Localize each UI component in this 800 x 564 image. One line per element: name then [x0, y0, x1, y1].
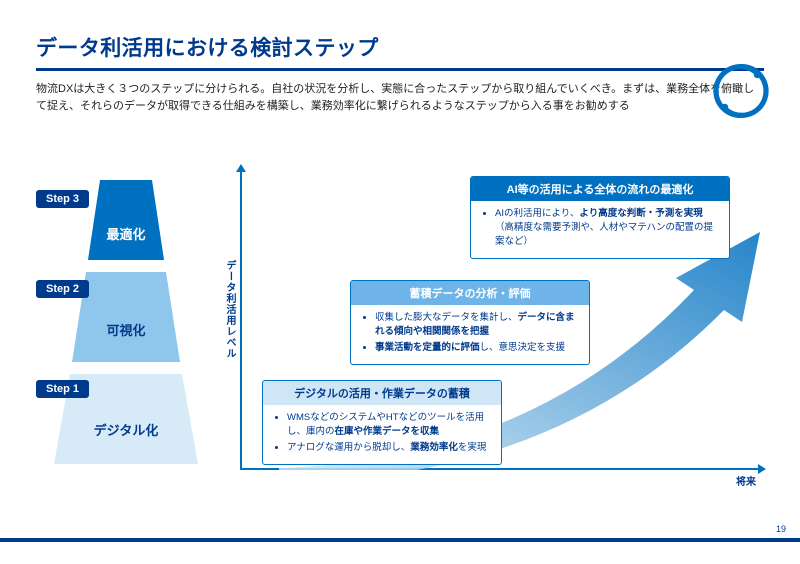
stage-bullet: AIの利活用により、より高度な判断・予測を実現（高精度な需要予測や、人材やマテハ…: [495, 207, 719, 248]
y-axis-arrow-icon: [236, 164, 246, 172]
title-underline: [36, 68, 764, 71]
y-axis-label: データ利活用レベル: [222, 260, 237, 359]
stage-header: デジタルの活用・作業データの蓄積: [263, 381, 501, 405]
footer-rule: [0, 538, 800, 542]
stage-box-stage3: AI等の活用による全体の流れの最適化 AIの利活用により、より高度な判断・予測を実…: [470, 176, 730, 259]
stage-header: AI等の活用による全体の流れの最適化: [471, 177, 729, 201]
step-pill-3: Step 3: [36, 190, 89, 208]
stage-bullet: WMSなどのシステムやHTなどのツールを活用し、庫内の在庫や作業データを収集: [287, 411, 491, 439]
brand-logo-icon: [712, 62, 770, 120]
growth-chart: データ利活用レベル 将来 AI等の活用による全体の流れの最適化AIの利活用により…: [240, 170, 760, 490]
x-axis-arrow-icon: [758, 464, 766, 474]
pyramid-label-bot: デジタル化: [36, 420, 216, 439]
stage-header: 蓄積データの分析・評価: [351, 281, 589, 305]
stage-bullet: 事業活動を定量的に評価し、意思決定を支援: [375, 341, 579, 355]
y-axis: [240, 170, 242, 470]
subtitle-text: 物流DXは大きく３つのステップに分けられる。自社の状況を分析し、実態に合ったステ…: [36, 81, 764, 114]
pyramid-label-mid: 可視化: [36, 320, 216, 339]
stage-body: 収集した膨大なデータを集計し、データに含まれる傾向や相関関係を把握事業活動を定量…: [351, 305, 589, 364]
step-pill-2: Step 2: [36, 280, 89, 298]
step-pill-1: Step 1: [36, 380, 89, 398]
stage-body: WMSなどのシステムやHTなどのツールを活用し、庫内の在庫や作業データを収集アナ…: [263, 405, 501, 464]
stage-box-stage1: デジタルの活用・作業データの蓄積WMSなどのシステムやHTなどのツールを活用し、…: [262, 380, 502, 465]
page-title: データ利活用における検討ステップ: [36, 32, 764, 62]
x-axis: [240, 468, 760, 470]
x-axis-label: 将来: [736, 473, 756, 488]
stage-box-stage2: 蓄積データの分析・評価収集した膨大なデータを集計し、データに含まれる傾向や相関関…: [350, 280, 590, 365]
page-number: 19: [776, 524, 786, 534]
pyramid-level-top: [88, 180, 164, 260]
pyramid-diagram: Step 3 最適化 Step 2 可視化 Step 1 デジタル化: [36, 180, 216, 480]
stage-body: AIの利活用により、より高度な判断・予測を実現（高精度な需要予測や、人材やマテハ…: [471, 201, 729, 258]
pyramid-label-top: 最適化: [36, 224, 216, 243]
stage-bullet: 収集した膨大なデータを集計し、データに含まれる傾向や相関関係を把握: [375, 311, 579, 339]
stage-bullet: アナログな運用から脱却し、業務効率化を実現: [287, 441, 491, 455]
